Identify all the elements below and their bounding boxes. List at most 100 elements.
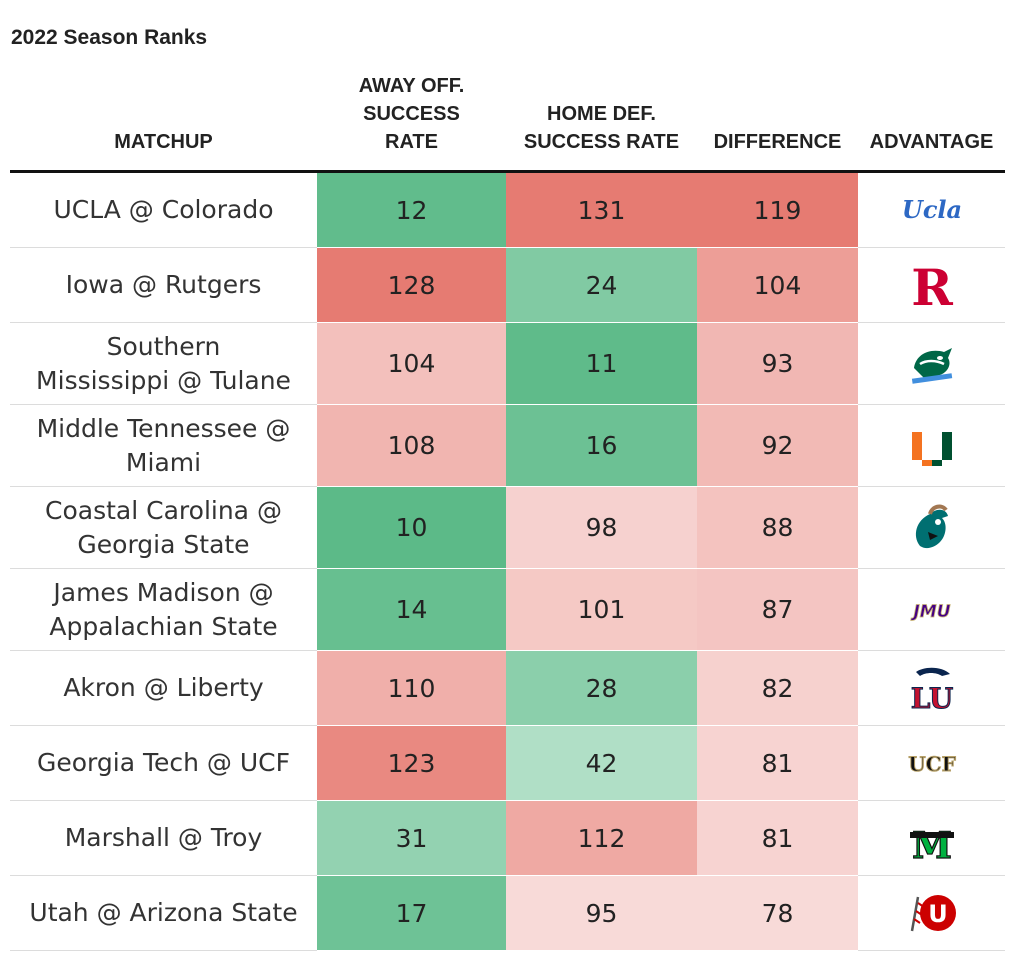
difference-cell: 119: [697, 173, 858, 248]
difference-cell: 93: [697, 323, 858, 405]
matchup-line: Mississippi @ Tulane: [36, 365, 291, 395]
matchup-cell: Georgia Tech @ UCF: [10, 726, 317, 801]
coastal-carolina-logo-icon: [915, 504, 948, 548]
jmu-logo-icon: JMU: [910, 601, 951, 622]
difference-cell: 92: [697, 405, 858, 487]
matchup-line: Miami: [125, 447, 202, 477]
difference-cell: 81: [697, 801, 858, 876]
home-def-cell: 42: [506, 726, 697, 801]
advantage-cell: M: [858, 801, 1005, 876]
matchup-header: MATCHUP: [10, 72, 317, 173]
away-off-header-line: RATE: [385, 131, 438, 153]
away-off-header-line: SUCCESS: [363, 103, 460, 125]
table-row: Akron @ Liberty 110 28 82 LU: [10, 651, 1005, 726]
home-def-header-line: SUCCESS RATE: [523, 131, 680, 153]
advantage-cell: [858, 405, 1005, 487]
home-def-cell: 28: [506, 651, 697, 726]
advantage-cell: LU: [858, 651, 1005, 726]
home-def-cell: 98: [506, 487, 697, 569]
advantage-cell: R: [858, 248, 1005, 323]
logo-text: R: [911, 259, 953, 311]
table-body: UCLA @ Colorado 12 131 119 Ucla Iowa @ Rutger…: [10, 173, 1005, 951]
advantage-header: ADVANTAGE: [858, 72, 1005, 173]
header-row: MATCHUP AWAY OFF. SUCCESS RATE HOME DEF.…: [10, 72, 1005, 173]
matchup-cell: Marshall @ Troy: [10, 801, 317, 876]
matchup-line: Akron @ Liberty: [63, 673, 264, 702]
home-def-cell: 95: [506, 876, 697, 951]
ucf-logo-icon: UCF: [907, 752, 956, 777]
away-off-cell: 12: [317, 173, 506, 248]
ranks-table: MATCHUP AWAY OFF. SUCCESS RATE HOME DEF.…: [10, 72, 1005, 951]
table-row: UCLA @ Colorado 12 131 119 Ucla: [10, 173, 1005, 248]
difference-cell: 82: [697, 651, 858, 726]
matchup-cell: Southern Mississippi @ Tulane: [10, 323, 317, 405]
liberty-logo-icon: LU: [910, 667, 953, 714]
matchup-cell: Utah @ Arizona State: [10, 876, 317, 951]
matchup-line: Appalachian State: [49, 611, 278, 641]
difference-cell: 104: [697, 248, 858, 323]
home-def-cell: 24: [506, 248, 697, 323]
matchup-cell: James Madison @ Appalachian State: [10, 569, 317, 651]
advantage-cell: U: [858, 876, 1005, 951]
matchup-line: Georgia Tech @ UCF: [37, 748, 290, 777]
table-row: Marshall @ Troy 31 112 81 M: [10, 801, 1005, 876]
home-def-cell: 101: [506, 569, 697, 651]
rutgers-logo-icon: R: [911, 259, 953, 311]
table-subtitle: 2022 Season Ranks: [11, 26, 208, 49]
marshall-logo-icon: M: [909, 824, 954, 864]
matchup-line: Southern: [106, 331, 221, 361]
matchup-line: Utah @ Arizona State: [29, 898, 298, 927]
difference-cell: 88: [697, 487, 858, 569]
matchup-line: Georgia State: [77, 529, 250, 559]
table-row: James Madison @ Appalachian State 14 101 87 J…: [10, 569, 1005, 651]
away-off-header-line: AWAY OFF.: [358, 75, 465, 97]
matchup-cell: Middle Tennessee @ Miami: [10, 405, 317, 487]
home-def-cell: 131: [506, 173, 697, 248]
away-off-cell: 128: [317, 248, 506, 323]
matchup-line: UCLA @ Colorado: [53, 195, 274, 224]
logo-text: JMU: [910, 602, 950, 622]
table-row: Utah @ Arizona State 17 95 78 U: [10, 876, 1005, 951]
home-def-header-line: HOME DEF.: [547, 103, 656, 125]
difference-cell: 78: [697, 876, 858, 951]
difference-cell: 87: [697, 569, 858, 651]
home-def-cell: 11: [506, 323, 697, 405]
home-def-cell: 112: [506, 801, 697, 876]
tulane-logo-icon: [911, 347, 952, 384]
ucla-logo-icon: Ucla: [902, 195, 962, 224]
table-row: Middle Tennessee @ Miami 108 16 92: [10, 405, 1005, 487]
home-def-header: HOME DEF. SUCCESS RATE: [506, 72, 697, 173]
matchup-cell: Coastal Carolina @ Georgia State: [10, 487, 317, 569]
logo-text: U: [928, 900, 948, 928]
logo-text: LU: [910, 682, 953, 714]
advantage-cell: JMU: [858, 569, 1005, 651]
matchup-line: James Madison @: [53, 577, 274, 607]
advantage-cell: [858, 323, 1005, 405]
table-row: Southern Mississippi @ Tulane 104 11 93: [10, 323, 1005, 405]
logo-text: UCF: [908, 752, 956, 776]
away-off-cell: 14: [317, 569, 506, 651]
away-off-cell: 31: [317, 801, 506, 876]
logo-text: M: [912, 825, 952, 864]
matchup-cell: UCLA @ Colorado: [10, 173, 317, 248]
away-off-cell: 17: [317, 876, 506, 951]
table-row: Georgia Tech @ UCF 123 42 81 UCF: [10, 726, 1005, 801]
table-row: Coastal Carolina @ Georgia State 10 98 88: [10, 487, 1005, 569]
away-off-cell: 123: [317, 726, 506, 801]
difference-header: DIFFERENCE: [697, 72, 858, 173]
logo-text: Ucla: [902, 195, 962, 224]
away-off-cell: 110: [317, 651, 506, 726]
table-row: Iowa @ Rutgers 128 24 104 R: [10, 248, 1005, 323]
advantage-cell: Ucla: [858, 173, 1005, 248]
matchup-line: Middle Tennessee @: [36, 413, 291, 443]
advantage-cell: UCF: [858, 726, 1005, 801]
away-off-cell: 104: [317, 323, 506, 405]
home-def-cell: 16: [506, 405, 697, 487]
matchup-line: Iowa @ Rutgers: [65, 270, 262, 299]
matchup-line: Coastal Carolina @: [45, 495, 282, 525]
away-off-header: AWAY OFF. SUCCESS RATE: [317, 72, 506, 173]
miami-logo-icon: [911, 431, 952, 466]
matchup-line: Marshall @ Troy: [64, 823, 263, 852]
matchup-cell: Iowa @ Rutgers: [10, 248, 317, 323]
utah-logo-icon: U: [910, 895, 956, 932]
